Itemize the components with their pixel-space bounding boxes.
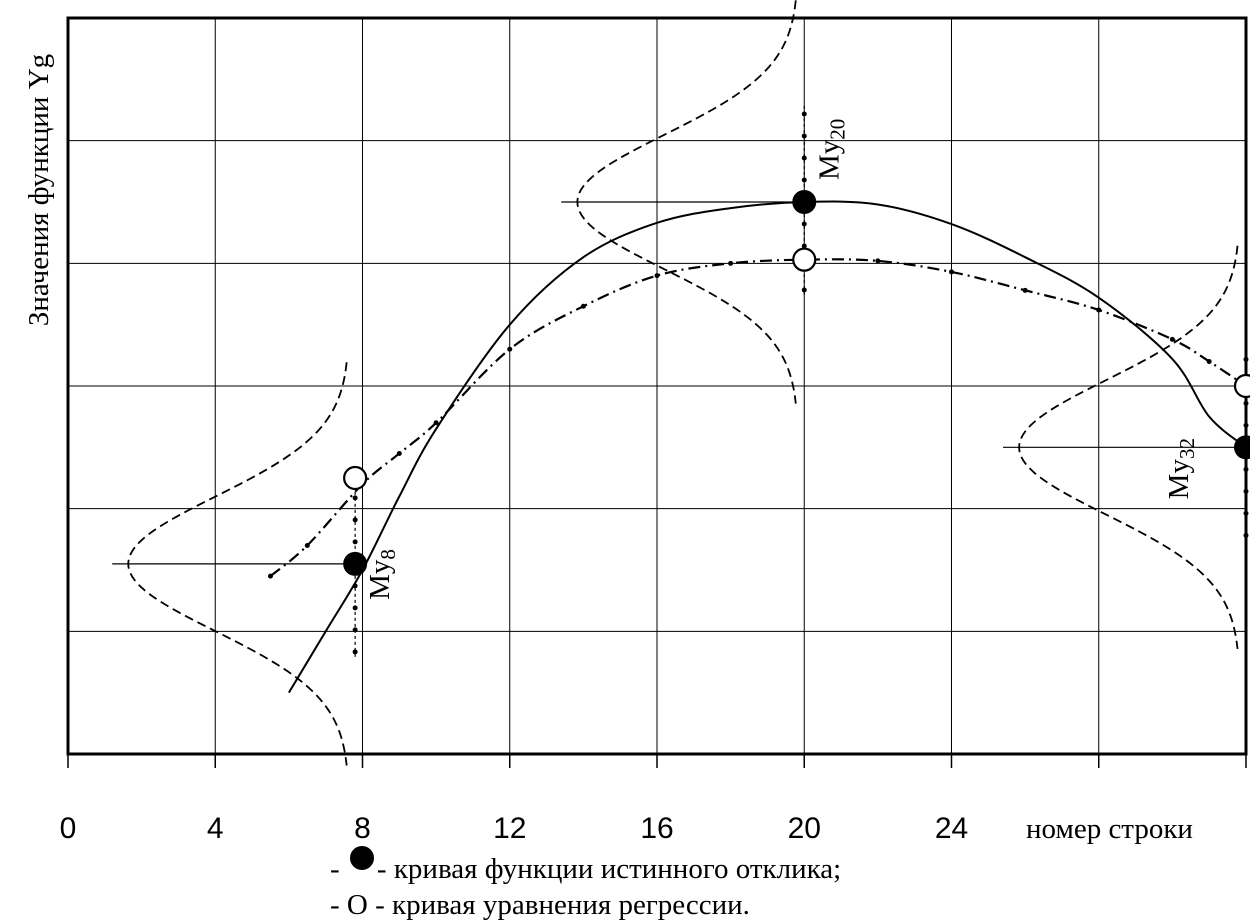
- sample-point: [1243, 532, 1249, 538]
- x-tick-label: 4: [207, 812, 224, 845]
- regression-curve-point: [433, 420, 439, 426]
- regression-curve-point: [1022, 287, 1028, 293]
- regression-curve-point: [949, 269, 954, 275]
- regression-curve-point: [728, 260, 734, 266]
- x-tick-label: 8: [354, 812, 371, 845]
- distribution-curves: [112, 0, 1249, 766]
- x-tick-label: 0: [60, 812, 77, 845]
- x-axis-label: номер строки: [1026, 813, 1193, 845]
- regression-curve-point: [1206, 358, 1212, 364]
- sample-point: [801, 155, 807, 161]
- regression-point: [343, 465, 368, 491]
- marker-label: My8: [364, 549, 400, 600]
- regression-curve-point: [1169, 336, 1175, 342]
- legend-item-1: - - кривая функции истинного отклика;: [330, 853, 841, 885]
- grid: [66, 16, 1248, 768]
- sample-point: [352, 649, 358, 655]
- regression-point: [792, 247, 817, 272]
- x-tick-label: 24: [935, 812, 968, 845]
- regression-curve-point: [580, 303, 586, 309]
- regression-curve-point: [875, 258, 881, 264]
- x-tick-label: 16: [640, 812, 673, 845]
- true-response-point: [343, 551, 368, 576]
- true-response-curve: [288, 200, 1247, 694]
- true-response-point: [792, 190, 817, 214]
- legend: - - кривая функции истинного отклика; - …: [330, 846, 841, 921]
- regression-curve: [269, 258, 1247, 577]
- legend-item-2: - О - кривая уравнения регрессии.: [330, 889, 750, 921]
- regression-point: [1233, 373, 1250, 399]
- x-tick-labels: 0 4 8 12 16 20 24: [60, 812, 969, 845]
- sample-point: [801, 287, 807, 293]
- regression-curve-point: [396, 450, 402, 456]
- x-tick-label: 12: [493, 812, 526, 845]
- sample-point: [352, 517, 358, 523]
- x-tick-label: 20: [788, 812, 821, 845]
- marker-label: My20: [813, 119, 849, 180]
- marker-label: My32: [1163, 438, 1199, 499]
- point-markers: My8 My20 My32: [343, 119, 1250, 600]
- legend-filled-circle-icon: [350, 846, 374, 870]
- sample-point: [801, 221, 807, 227]
- regression-curve-point: [1096, 307, 1102, 313]
- regression-curve-point: [304, 542, 310, 548]
- sample-point: [1243, 400, 1249, 406]
- sample-point: [1243, 466, 1249, 472]
- regression-curve-point: [654, 273, 660, 279]
- regression-curve-point: [267, 573, 273, 579]
- true-response-point: [1234, 435, 1250, 460]
- regression-curve-point: [507, 346, 513, 352]
- y-axis-label: Значения функции Yg: [23, 54, 55, 326]
